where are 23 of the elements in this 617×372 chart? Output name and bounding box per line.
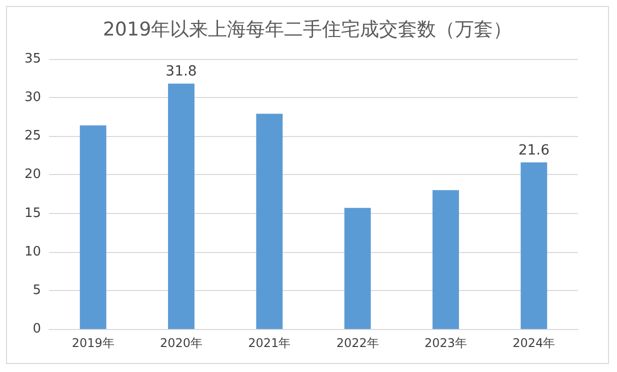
chart-title: 2019年以来上海每年二手住宅成交套数（万套） [102, 18, 512, 40]
x-tick-label: 2021年 [248, 336, 291, 350]
bar [80, 125, 106, 329]
x-tick-label: 2020年 [160, 336, 203, 350]
data-label: 21.6 [518, 142, 550, 158]
y-tick-label: 35 [24, 52, 41, 66]
bar [520, 162, 548, 329]
y-tick-label: 0 [32, 322, 41, 336]
y-tick-label: 25 [24, 128, 41, 144]
x-tick-label: 2019年 [72, 336, 114, 350]
x-tick-label: 2023年 [424, 336, 468, 350]
x-tick-label: 2024年 [512, 336, 556, 350]
y-tick-label: 5 [32, 282, 41, 298]
y-tick-label: 30 [24, 90, 41, 106]
y-tick-label: 20 [24, 167, 41, 182]
bar [432, 190, 459, 329]
x-tick-label: 2022年 [336, 336, 379, 350]
bar [168, 84, 194, 329]
data-label: 31.8 [166, 64, 197, 80]
y-tick-label: 10 [24, 244, 41, 260]
bar [344, 208, 371, 329]
bar [256, 114, 283, 329]
y-tick-label: 15 [24, 206, 41, 221]
